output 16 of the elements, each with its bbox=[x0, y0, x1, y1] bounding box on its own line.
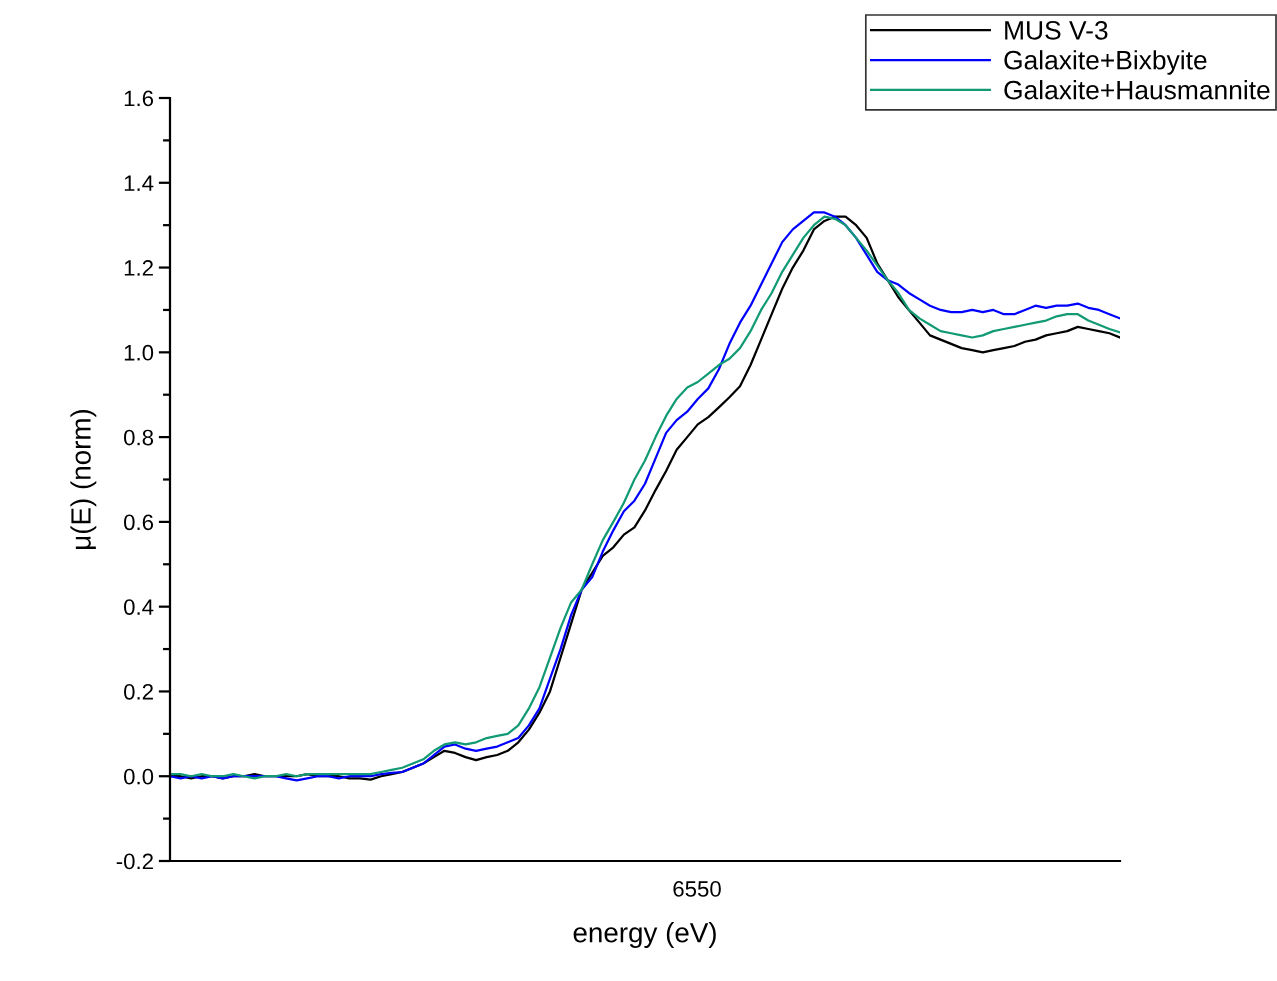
y-tick-label: 1.6 bbox=[124, 90, 154, 107]
y-tick-label: 0.0 bbox=[124, 768, 154, 785]
text: 6550 bbox=[673, 881, 721, 897]
legend-label: Galaxite+Hausmannite bbox=[1004, 80, 1270, 100]
y-axis-title: μ(E) (norm) bbox=[70, 409, 97, 549]
y-tick-label: 1.4 bbox=[124, 175, 154, 191]
y-tick-label: 0.6 bbox=[124, 514, 154, 531]
y-tick-label: 1.2 bbox=[124, 260, 153, 276]
legend-label: MUS V-3 bbox=[1005, 20, 1108, 40]
y-tick-label: 1.0 bbox=[124, 344, 154, 361]
y-tick-label: -0.2 bbox=[116, 853, 153, 870]
x-axis-title: energy (eV) bbox=[573, 922, 716, 949]
legend-label: Galaxite+Bixbyite bbox=[1004, 50, 1207, 75]
y-tick-label: 0.2 bbox=[124, 683, 153, 700]
y-tick-label: 0.8 bbox=[124, 429, 154, 446]
y-tick-label: 0.4 bbox=[124, 599, 154, 615]
